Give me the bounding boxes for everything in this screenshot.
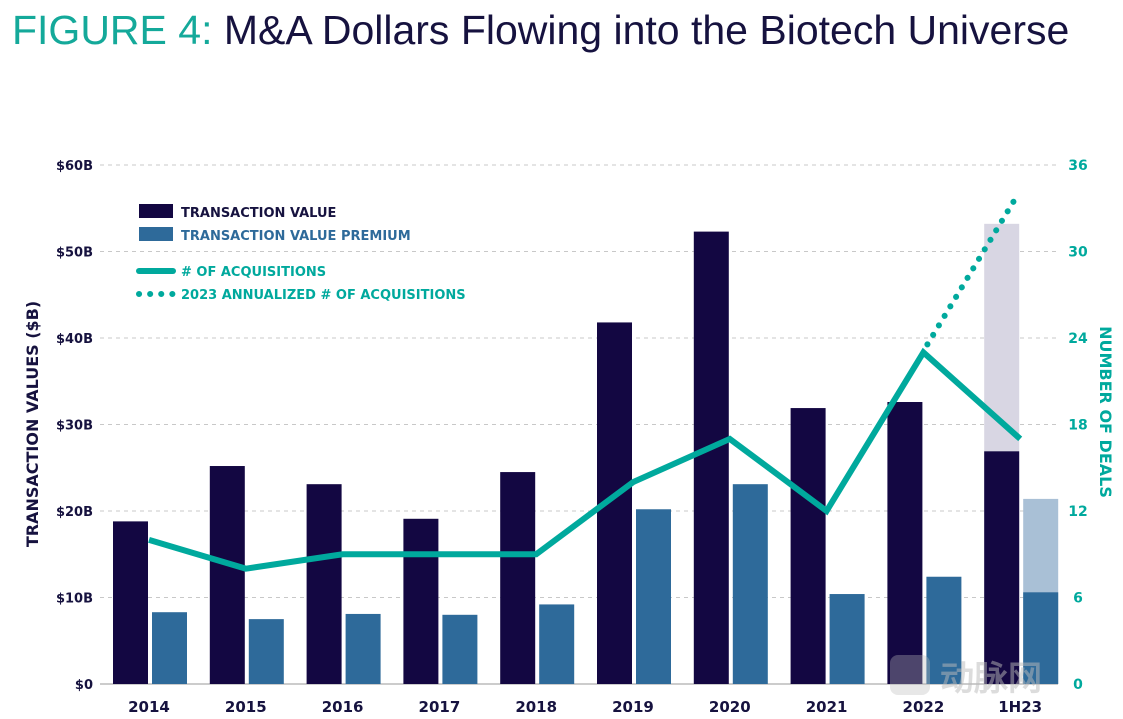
x-tick-label: 1H23	[998, 698, 1042, 716]
transaction-value-bar	[693, 231, 729, 685]
x-tick-label: 2021	[806, 698, 848, 716]
x-tick-label: 2019	[612, 698, 654, 716]
x-tick-label: 2022	[903, 698, 945, 716]
y-tick-label: $30B	[56, 419, 93, 434]
y2-tick-label: 6	[1073, 591, 1083, 607]
x-tick-label: 2020	[709, 698, 751, 716]
transaction-value-bar	[790, 408, 826, 684]
y2-tick-label: 36	[1068, 158, 1087, 174]
legend-label-transaction: TRANSACTION VALUE	[181, 206, 336, 221]
y2-axis-label: NUMBER OF DEALS	[1096, 326, 1115, 498]
y-tick-label: $0	[75, 678, 93, 693]
y2-tick-label: 18	[1068, 418, 1087, 434]
y-tick-label: $20B	[56, 505, 93, 520]
y-axis-label: TRANSACTION VALUES ($B)	[23, 301, 42, 547]
y2-tick-label: 24	[1068, 331, 1088, 347]
transaction-value-bar	[887, 402, 923, 684]
y-tick-label: $60B	[56, 159, 93, 174]
watermark-logo-icon	[890, 655, 930, 695]
premium-bar	[732, 484, 768, 684]
premium-bar	[829, 594, 865, 684]
premium-bar	[345, 613, 381, 684]
chart-title: FIGURE 4: M&A Dollars Flowing into the B…	[12, 7, 1070, 53]
legend-label-premium: TRANSACTION VALUE PREMIUM	[181, 229, 411, 244]
y-tick-label: $10B	[56, 592, 93, 607]
premium-bar	[539, 604, 575, 684]
y2-tick-label: 0	[1073, 677, 1083, 693]
transaction-value-bar	[984, 451, 1020, 684]
transaction-value-bar	[113, 521, 148, 684]
transaction-value-bar	[306, 484, 342, 684]
y2-tick-label: 12	[1068, 504, 1087, 520]
x-tick-label: 2017	[419, 698, 461, 716]
x-tick-label: 2014	[128, 698, 170, 716]
transaction-value-bar	[209, 466, 245, 684]
legend-label-annualized: 2023 ANNUALIZED # OF ACQUISITIONS	[181, 288, 466, 303]
x-tick-label: 2016	[322, 698, 364, 716]
premium-bar	[442, 614, 478, 684]
x-tick-label: 2018	[515, 698, 557, 716]
y2-tick-label: 30	[1068, 245, 1088, 261]
legend-swatch-premium	[139, 227, 173, 241]
premium-bar	[926, 576, 962, 684]
premium-bar	[1023, 592, 1059, 684]
x-tick-label: 2015	[225, 698, 267, 716]
annualized-acquisitions-line	[924, 190, 1022, 348]
premium-bar	[248, 619, 284, 684]
acquisitions-line	[148, 347, 1023, 572]
transaction-value-bar	[500, 472, 536, 684]
y-tick-label: $40B	[56, 332, 93, 347]
transaction-value-bar	[403, 518, 439, 684]
premium-bar	[152, 612, 187, 684]
y-tick-label: $50B	[56, 246, 93, 261]
watermark-text: 动脉网	[940, 659, 1042, 699]
premium-bar	[636, 509, 671, 684]
legend-label-acquisitions: # OF ACQUISITIONS	[181, 265, 326, 280]
legend-swatch-transaction	[139, 204, 173, 218]
